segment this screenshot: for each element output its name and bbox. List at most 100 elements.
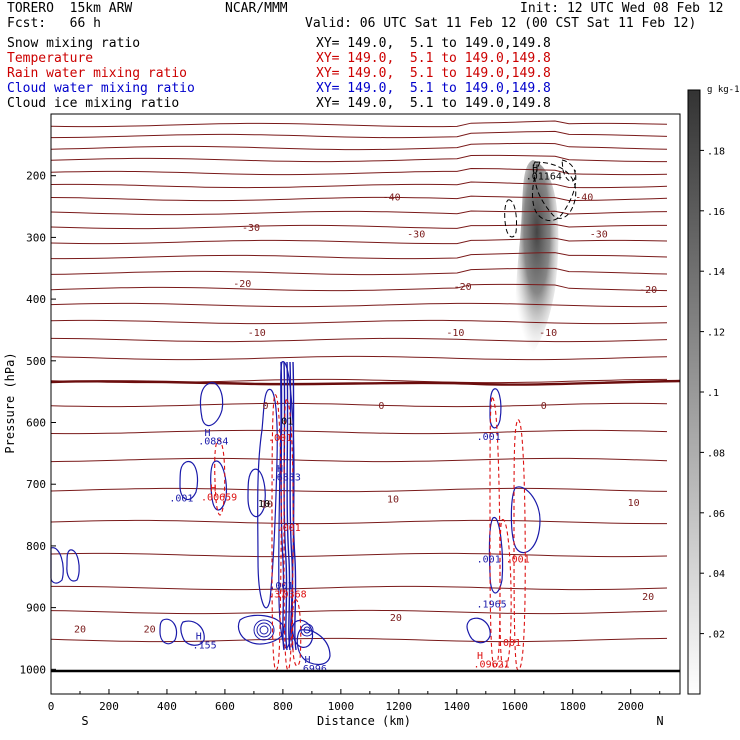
cloud-water-contour bbox=[237, 614, 285, 645]
colorbar: .02 .04 .06 .08 .1 .12 .14 .16 .18 bbox=[687, 89, 725, 695]
rain-water-label: .37 bbox=[268, 590, 286, 601]
colorbar-unit: g kg-1 bbox=[707, 85, 740, 95]
x-tick-label: 1800 bbox=[560, 700, 587, 713]
temperature-label: 10 bbox=[387, 495, 399, 506]
temperature-label: 0 bbox=[378, 401, 384, 412]
cloud-water-column-contour bbox=[292, 361, 297, 651]
field-label-temperature: Temperature bbox=[7, 51, 94, 66]
temperature-contour bbox=[50, 552, 668, 558]
field-xy-snow: XY= 149.0, 5.1 to 149.0,149.8 bbox=[316, 36, 551, 51]
cloud-ice-label: H bbox=[532, 163, 538, 174]
temperature-contour bbox=[50, 402, 668, 408]
cloud-water-column-contour bbox=[280, 361, 285, 651]
cloud-water-label: H bbox=[196, 632, 202, 643]
temperature-contour bbox=[50, 457, 668, 463]
temperature-label: -10 bbox=[446, 328, 464, 339]
temperature-label: 10 bbox=[628, 498, 640, 509]
temperature-contour bbox=[50, 130, 668, 139]
temperature-label: 20 bbox=[642, 592, 654, 603]
temperature-label: 20 bbox=[144, 624, 156, 635]
temperature-label: -30 bbox=[407, 229, 425, 240]
cloud-ice-label: .01164 bbox=[526, 171, 562, 182]
field-label-snow: Snow mixing ratio bbox=[7, 36, 141, 51]
cloud-water-contour bbox=[199, 382, 224, 427]
temperature-contour bbox=[50, 154, 667, 163]
y-tick-label: 300 bbox=[26, 231, 46, 244]
cloud-water-contour bbox=[179, 460, 199, 501]
cloud-ice-contour bbox=[561, 159, 576, 182]
cloud-water-contour bbox=[159, 618, 178, 645]
temperature-contour bbox=[50, 237, 668, 245]
y-tick-label: 400 bbox=[26, 293, 46, 306]
temperature-label: 20 bbox=[74, 624, 86, 635]
rain-water-label: .001 bbox=[268, 433, 292, 444]
temperature-contour bbox=[50, 167, 668, 176]
temperature-label: -10 bbox=[248, 328, 266, 339]
plot-frame bbox=[50, 113, 681, 695]
rain-water-label: .001 bbox=[506, 555, 530, 566]
cloud-water-contour bbox=[66, 549, 80, 582]
y-tick-label: 700 bbox=[26, 478, 46, 491]
temperature-contour bbox=[51, 585, 668, 591]
temperature-contour bbox=[50, 120, 668, 128]
temperature-label: -20 bbox=[454, 282, 472, 293]
temperature-label: -30 bbox=[242, 223, 260, 234]
cloud-water-column-contour bbox=[286, 361, 291, 651]
colorbar-tick-label: .12 bbox=[707, 328, 725, 339]
y-axis-label: Pressure (hPa) bbox=[3, 352, 17, 453]
cloud-water-label: .001 bbox=[169, 494, 193, 505]
x-tick-label: 400 bbox=[157, 700, 177, 713]
cloud-water-contour bbox=[180, 620, 205, 646]
init-time: Init: 12 UTC Wed 08 Feb 12 bbox=[520, 1, 724, 16]
cloud-water-label: .1965 bbox=[477, 600, 507, 611]
colorbar-tick-label: .08 bbox=[707, 448, 725, 459]
field-xy-temperature: XY= 149.0, 5.1 to 149.0,149.8 bbox=[316, 51, 551, 66]
rain-water-label: .001 bbox=[277, 523, 301, 534]
rain-water-contour bbox=[291, 599, 302, 667]
x-tick-label: 1600 bbox=[502, 700, 529, 713]
rain-water-label: .001 bbox=[497, 638, 521, 649]
rain-water-contour bbox=[499, 519, 512, 669]
zero-degree-isotherm bbox=[50, 379, 681, 386]
temperature-contour bbox=[50, 142, 668, 151]
field-label-cloud-ice: Cloud ice mixing ratio bbox=[7, 96, 180, 111]
cloud-water-label: .6833 bbox=[271, 473, 301, 484]
colorbar-tick-label: .14 bbox=[707, 267, 725, 278]
cloud-water-ring bbox=[303, 626, 311, 634]
field-label-cloud-water: Cloud water mixing ratio bbox=[7, 81, 195, 96]
x-tick-label: 200 bbox=[99, 700, 119, 713]
y-tick-label: 800 bbox=[26, 540, 46, 553]
x-axis-label: Distance (km) bbox=[317, 714, 411, 728]
field-xy-cloud-ice: XY= 149.0, 5.1 to 149.0,149.8 bbox=[316, 96, 551, 111]
cloud-water-contour bbox=[296, 629, 331, 666]
cloud-water-label: .6996 bbox=[297, 664, 327, 675]
contour-labels: -40 -40-30-30 -30-20 -20 -20-10 -10 -100 0 010 10… bbox=[74, 163, 657, 674]
temperature-contour bbox=[50, 429, 668, 435]
rain-water-label: .00659 bbox=[201, 492, 237, 503]
y-tick-label: 500 bbox=[26, 355, 46, 368]
temperature-label: -10 bbox=[539, 328, 557, 339]
rain-water-label: H bbox=[210, 484, 216, 495]
colorbar-tick-label: .1 bbox=[707, 388, 719, 399]
valid-time: Valid: 06 UTC Sat 11 Feb 12 (00 CST Sat … bbox=[305, 16, 697, 31]
colorbar-tick-label: .06 bbox=[707, 509, 725, 520]
temperature-label: 0 bbox=[262, 401, 268, 412]
temperature-contour bbox=[50, 487, 668, 493]
cloud-water-ring bbox=[256, 622, 272, 638]
x-tick-label: 1000 bbox=[328, 700, 355, 713]
cloud-water-label: .155 bbox=[193, 640, 217, 651]
cloud-ice-contour bbox=[504, 199, 517, 238]
temperature-contour bbox=[50, 637, 668, 643]
colorbar-tick-label: .04 bbox=[707, 569, 725, 580]
colorbar-tick-label: .18 bbox=[707, 146, 725, 157]
temperature-contours bbox=[50, 120, 681, 643]
cloud-water-label: H bbox=[304, 655, 310, 666]
rain-water-contour bbox=[489, 397, 501, 669]
temperature-contour bbox=[50, 519, 667, 525]
colorbar-tick-label: .02 bbox=[707, 630, 725, 641]
cloud-water-contour bbox=[50, 547, 64, 584]
x-tick-label: 1200 bbox=[386, 700, 413, 713]
cloud-water-label: .001 bbox=[269, 581, 293, 592]
cloud-water-contour bbox=[489, 388, 502, 429]
